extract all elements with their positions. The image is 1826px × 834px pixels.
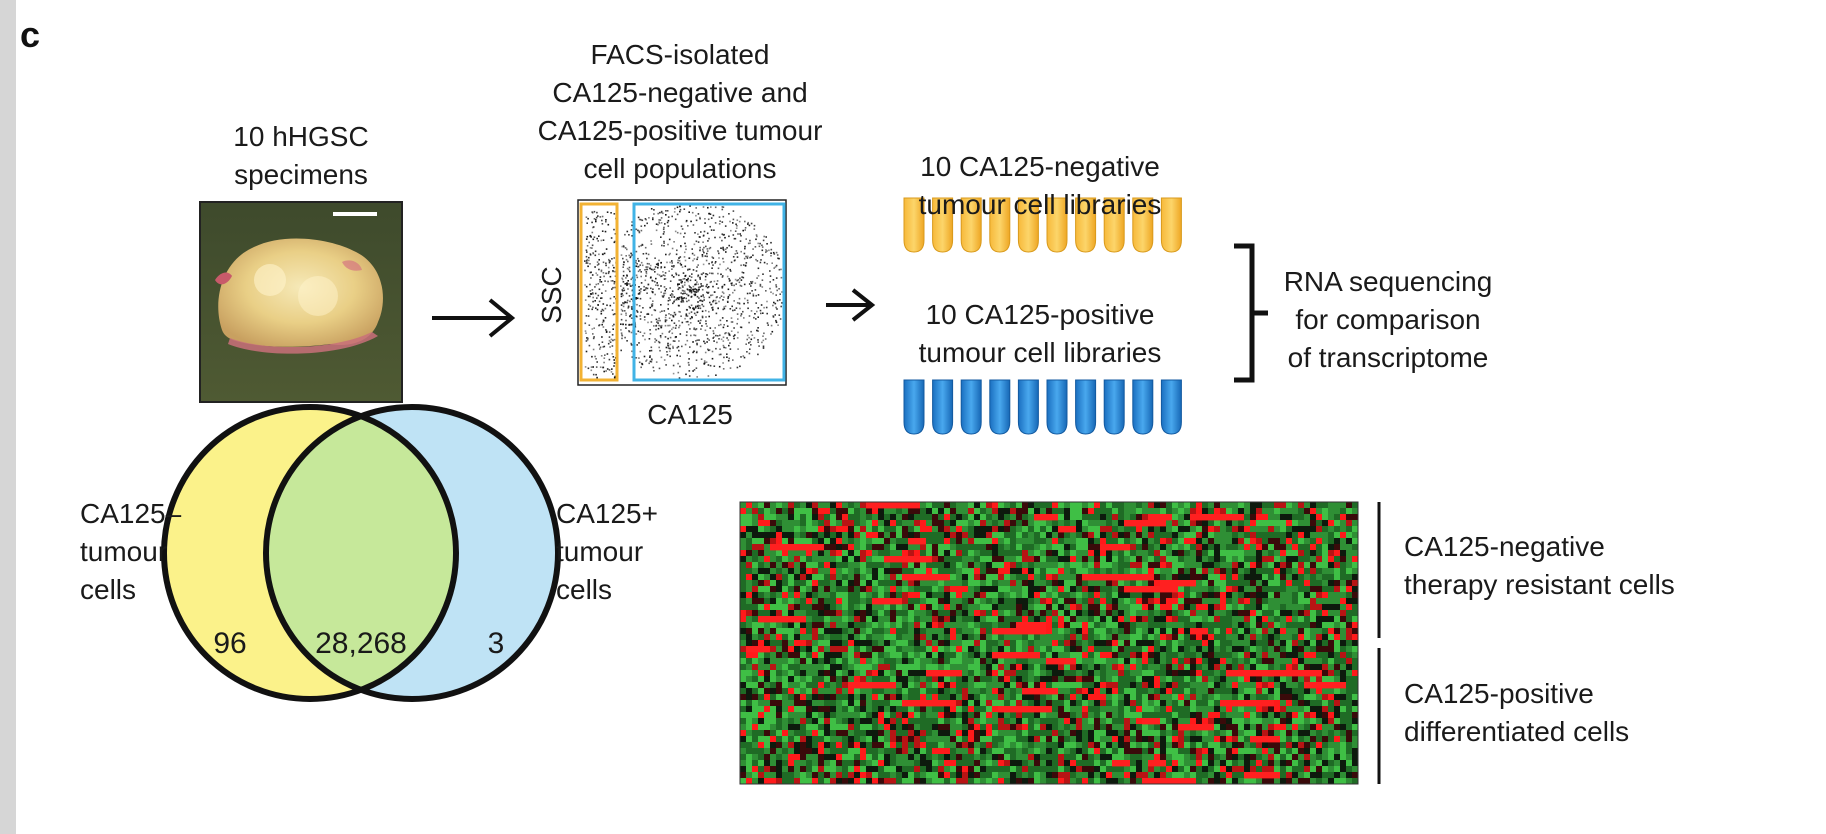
heatmap-group-bottom-label: CA125-positive differentiated cells xyxy=(1404,675,1804,751)
tube-icon xyxy=(1160,197,1182,253)
venn-right-line3: cells xyxy=(556,574,613,605)
tube-icon xyxy=(1132,379,1154,435)
positive-library-tubes xyxy=(903,379,1182,435)
tube-icon xyxy=(960,379,982,435)
negative-libraries-line2: tumour cell libraries xyxy=(918,189,1162,220)
panel-letter: c xyxy=(20,14,41,55)
rna-line3: of transcriptome xyxy=(1287,342,1489,373)
facs-gate-negative xyxy=(579,202,619,382)
heatmap-group-top-line2: therapy resistant cells xyxy=(1404,569,1675,600)
venn-right-label: CA125+ tumour cells xyxy=(556,495,716,609)
specimen-label-line2: specimens xyxy=(234,159,368,190)
arrow-specimen-to-facs-icon xyxy=(432,298,516,338)
positive-libraries-line1: 10 CA125-positive xyxy=(925,299,1155,330)
bracket-icon xyxy=(1234,243,1268,383)
arrow-facs-to-libraries-icon xyxy=(826,288,876,322)
tube-icon xyxy=(1103,379,1125,435)
venn-diagram xyxy=(161,404,561,702)
tube-icon xyxy=(903,379,925,435)
tube-icon xyxy=(1046,379,1068,435)
tube-icon xyxy=(932,197,954,253)
positive-libraries-line2: tumour cell libraries xyxy=(918,337,1162,368)
venn-left-label: CA125– tumour cells xyxy=(80,495,240,609)
heatmap-group-top-line1: CA125-negative xyxy=(1404,531,1605,562)
tube-icon xyxy=(1017,197,1039,253)
venn-overlap xyxy=(266,407,456,699)
facs-scatter-points xyxy=(584,205,783,382)
venn-right-line1: CA125+ xyxy=(556,498,658,529)
heatmap xyxy=(739,501,1359,785)
venn-shared-count: 28,268 xyxy=(315,627,407,660)
positive-libraries-label: 10 CA125-positive tumour cell libraries xyxy=(880,296,1200,372)
rna-sequencing-label: RNA sequencing for comparison of transcr… xyxy=(1268,263,1508,377)
venn-left-line1: CA125– xyxy=(80,498,182,529)
facs-title-line4: cell populations xyxy=(583,153,777,184)
rna-line2: for comparison xyxy=(1295,304,1481,335)
negative-library-tubes xyxy=(903,197,1182,253)
negative-libraries-line1: 10 CA125-negative xyxy=(920,151,1160,182)
left-margin-strip xyxy=(0,0,16,834)
negative-libraries-label: 10 CA125-negative tumour cell libraries xyxy=(880,148,1200,224)
tube-icon xyxy=(1075,197,1097,253)
specimen-photo xyxy=(199,201,403,403)
venn-only-negative-count: 96 xyxy=(213,627,247,660)
facs-x-axis-label: CA125 xyxy=(647,399,733,430)
facs-plot xyxy=(577,199,787,386)
tube-icon xyxy=(1103,197,1125,253)
facs-y-axis-label: SSC xyxy=(536,266,567,324)
tube-icon xyxy=(1046,197,1068,253)
venn-left-line3: cells xyxy=(80,574,137,605)
facs-gate-positive xyxy=(632,202,786,382)
heatmap-group-bottom-line1: CA125-positive xyxy=(1404,678,1594,709)
facs-title-line3: CA125-positive tumour xyxy=(537,115,823,146)
specimen-label-line1: 10 hHGSC xyxy=(233,121,369,152)
tube-icon xyxy=(989,197,1011,253)
tube-icon xyxy=(960,197,982,253)
facs-title: FACS-isolated CA125-negative and CA125-p… xyxy=(500,36,860,188)
venn-only-positive-count: 3 xyxy=(487,627,505,660)
tube-icon xyxy=(1075,379,1097,435)
venn-left-line2: tumour xyxy=(80,536,168,567)
tube-icon xyxy=(1160,379,1182,435)
tube-icon xyxy=(1017,379,1039,435)
tube-icon xyxy=(989,379,1011,435)
rna-line1: RNA sequencing xyxy=(1283,266,1493,297)
tube-icon xyxy=(903,197,925,253)
heatmap-group-bottom-line2: differentiated cells xyxy=(1404,716,1630,747)
facs-title-line2: CA125-negative and xyxy=(552,77,808,108)
specimen-label: 10 hHGSC specimens xyxy=(190,118,412,194)
venn-right-line2: tumour xyxy=(556,536,644,567)
facs-title-line1: FACS-isolated xyxy=(590,39,770,70)
tube-icon xyxy=(932,379,954,435)
heatmap-group-top-label: CA125-negative therapy resistant cells xyxy=(1404,528,1804,604)
tube-icon xyxy=(1132,197,1154,253)
